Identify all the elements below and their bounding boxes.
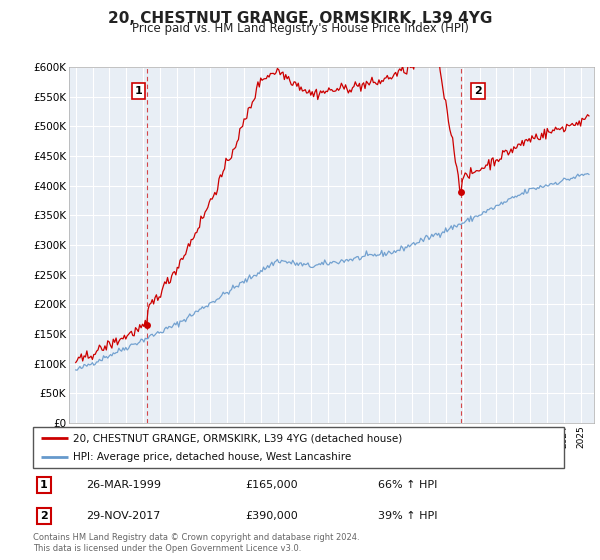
- Text: 2: 2: [474, 86, 482, 96]
- Text: 26-MAR-1999: 26-MAR-1999: [86, 480, 161, 490]
- Text: 1: 1: [134, 86, 142, 96]
- Text: £390,000: £390,000: [245, 511, 298, 521]
- Text: Contains HM Land Registry data © Crown copyright and database right 2024.
This d: Contains HM Land Registry data © Crown c…: [33, 533, 359, 553]
- Text: 66% ↑ HPI: 66% ↑ HPI: [378, 480, 437, 490]
- Text: 20, CHESTNUT GRANGE, ORMSKIRK, L39 4YG: 20, CHESTNUT GRANGE, ORMSKIRK, L39 4YG: [108, 11, 492, 26]
- Text: £165,000: £165,000: [245, 480, 298, 490]
- Text: 2: 2: [40, 511, 47, 521]
- Text: 39% ↑ HPI: 39% ↑ HPI: [378, 511, 437, 521]
- Text: 20, CHESTNUT GRANGE, ORMSKIRK, L39 4YG (detached house): 20, CHESTNUT GRANGE, ORMSKIRK, L39 4YG (…: [73, 433, 402, 443]
- Text: HPI: Average price, detached house, West Lancashire: HPI: Average price, detached house, West…: [73, 452, 351, 461]
- Text: Price paid vs. HM Land Registry's House Price Index (HPI): Price paid vs. HM Land Registry's House …: [131, 22, 469, 35]
- Text: 1: 1: [40, 480, 47, 490]
- Text: 29-NOV-2017: 29-NOV-2017: [86, 511, 160, 521]
